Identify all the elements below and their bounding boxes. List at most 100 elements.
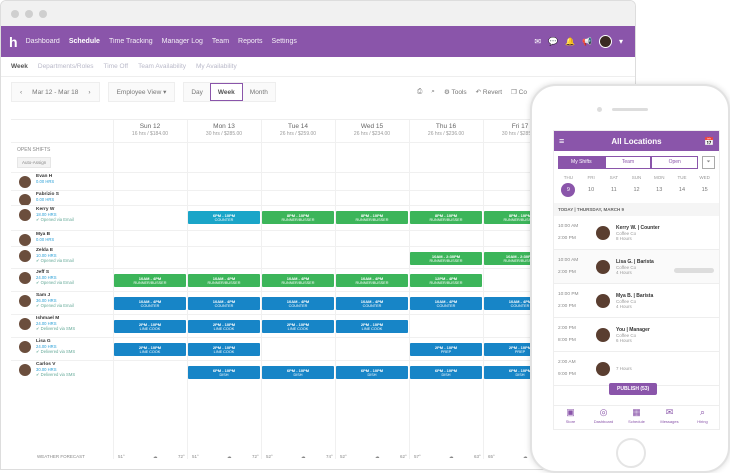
logo[interactable]: h	[9, 33, 18, 50]
auto-assign-button[interactable]: Auto-Assign	[17, 157, 52, 168]
calendar-icon[interactable]: 📅	[704, 136, 714, 146]
shift-block[interactable]: 6PM - 10PM COUNTER	[188, 211, 260, 224]
shift-block[interactable]: 6PM - 10PM DISH	[336, 366, 408, 379]
subnav-departments[interactable]: Departments/Roles	[37, 63, 94, 70]
date-range[interactable]: Mar 12 - Mar 18	[32, 88, 79, 96]
tab-open[interactable]: Open	[651, 156, 699, 169]
day-picker-item[interactable]: TUE 14	[671, 175, 694, 197]
print-icon[interactable]: ⎙	[417, 88, 423, 95]
shift-block[interactable]: 10AM - 4PM COUNTER	[262, 297, 334, 310]
shift-block[interactable]: 6PM - 10PM DISH	[188, 366, 260, 379]
nav-manager-log[interactable]: Manager Log	[161, 38, 203, 45]
shift-list-item[interactable]: 2:00 PM 8:00 PM You | Manager Coffee Co 6 Ho…	[554, 318, 719, 352]
megaphone-icon[interactable]: 📢	[582, 37, 592, 46]
chat-icon[interactable]: 💬	[548, 37, 559, 46]
bottom-tab[interactable]: ✉ Messages	[653, 406, 686, 429]
bell-icon[interactable]: 🔔	[565, 37, 576, 46]
mode-day[interactable]: Day	[191, 88, 203, 96]
shift-block[interactable]: 10AM - 2:30PM RUNNER/BUSSER	[410, 252, 482, 265]
mail-icon[interactable]: ✉	[534, 37, 542, 46]
shift-list-item[interactable]: 2:00 AM 9:00 PM 7 Hours	[554, 352, 719, 386]
shift-role: DISH	[367, 372, 377, 377]
day-picker-item[interactable]: WED 15	[693, 175, 716, 197]
shift-time: 8PM - 10PM	[434, 212, 458, 218]
nav-reports[interactable]: Reports	[238, 38, 263, 45]
shift-block[interactable]: 2PM - 10PM LINE COOK	[188, 320, 260, 333]
top-nav: h Dashboard Schedule Time Tracking Manag…	[1, 26, 635, 57]
user-avatar[interactable]	[598, 35, 612, 48]
shift-block[interactable]: 2PM - 10PM LINE COOK	[188, 343, 260, 356]
shift-list-item[interactable]: 10:00 AM 2:00 PM Kerry W. | Counter Coffee …	[554, 216, 719, 250]
tab-team[interactable]: Team	[604, 156, 652, 169]
shift-block[interactable]: 2PM - 10PM PREP	[410, 343, 482, 356]
tab-my-shifts[interactable]: My Shifts	[558, 156, 605, 169]
employee-name[interactable]: Mya B	[36, 232, 51, 237]
day-picker-item[interactable]: FRI 10	[580, 175, 603, 197]
shift-block[interactable]: 2PM - 10PM LINE COOK	[262, 320, 334, 333]
day-picker-item[interactable]: SAT 11	[602, 175, 625, 197]
shift-block[interactable]: 10AM - 4PM RUNNER/BUSSER	[336, 274, 408, 287]
bottom-tab[interactable]: ◎ Dashboard	[587, 406, 620, 429]
revert-button[interactable]: ↶ Revert	[475, 89, 503, 96]
close-dot[interactable]	[11, 9, 19, 18]
employee-name[interactable]: Zelda E	[36, 248, 54, 253]
shift-block[interactable]: 10AM - 4PM COUNTER	[188, 297, 260, 310]
shift-block[interactable]: 8PM - 10PM RUNNER/BUSSER	[262, 211, 334, 224]
shift-block[interactable]: 2PM - 10PM LINE COOK	[336, 320, 408, 333]
prev-week-button[interactable]: ‹	[20, 88, 23, 96]
day-picker-item[interactable]: THU 9	[557, 175, 580, 197]
employee-name[interactable]: Carlos V	[36, 362, 56, 367]
shift-block[interactable]: 2PM - 10PM LINE COOK	[114, 343, 186, 356]
day-picker-item[interactable]: SUN 12	[625, 175, 648, 197]
nav-time-tracking[interactable]: Time Tracking	[108, 38, 153, 45]
nav-settings[interactable]: Settings	[271, 38, 297, 45]
bottom-tab[interactable]: ▣ Store	[554, 406, 587, 429]
bottom-tab[interactable]: ⌕ Hiring	[686, 406, 719, 429]
nav-team[interactable]: Team	[211, 38, 230, 45]
shift-block[interactable]: 10AM - 4PM COUNTER	[336, 297, 408, 310]
maximize-dot[interactable]	[39, 9, 47, 18]
home-button[interactable]	[616, 438, 646, 468]
shift-block[interactable]: 10AM - 4PM COUNTER	[410, 297, 482, 310]
shift-time: 10AM - 4PM	[360, 298, 384, 304]
shift-block[interactable]: 6PM - 10PM DISH	[410, 366, 482, 379]
nav-dashboard[interactable]: Dashboard	[25, 38, 60, 45]
shift-block[interactable]: 10AM - 4PM RUNNER/BUSSER	[114, 274, 186, 287]
filter-icon[interactable]: ⏷	[702, 156, 716, 169]
shift-list-item[interactable]: 10:00 AM 2:00 PM Lisa G. | Barista Coffee C…	[554, 250, 719, 284]
subnav-time-off[interactable]: Time Off	[103, 63, 129, 70]
employee-name[interactable]: Fabrizio S	[36, 192, 59, 197]
publish-button[interactable]: PUBLISH (53)	[609, 383, 658, 395]
next-week-button[interactable]: ›	[88, 88, 91, 96]
employee-name[interactable]: Sam J	[36, 293, 51, 298]
shift-block[interactable]: 8PM - 10PM RUNNER/BUSSER	[336, 211, 408, 224]
search-icon[interactable]: ⌕	[431, 88, 435, 95]
day-picker-item[interactable]: MON 13	[648, 175, 671, 197]
mode-week[interactable]: Week	[209, 83, 243, 101]
employee-name[interactable]: Evan H	[36, 174, 53, 179]
subnav-my-availability[interactable]: My Availability	[196, 63, 237, 70]
mode-month[interactable]: Month	[249, 88, 268, 96]
copy-button[interactable]: ❐ Co	[511, 89, 527, 96]
view-select[interactable]: Employee View ▾	[107, 82, 176, 102]
subnav-team-availability[interactable]: Team Availability	[138, 63, 187, 70]
employee-name[interactable]: Ishmael M	[36, 316, 60, 321]
hamburger-menu-icon[interactable]: ≡	[559, 136, 565, 146]
employee-name[interactable]: Lisa G	[36, 339, 51, 344]
employee-name[interactable]: Kerry W	[36, 207, 55, 212]
shift-block[interactable]: 6PM - 10PM DISH	[262, 366, 334, 379]
shift-block[interactable]: 8PM - 10PM RUNNER/BUSSER	[410, 211, 482, 224]
bottom-tab[interactable]: ▦ Schedule	[620, 406, 653, 429]
tools-button[interactable]: ⚙ Tools	[443, 89, 467, 96]
shift-block[interactable]: 2PM - 10PM LINE COOK	[114, 320, 186, 333]
subnav-week[interactable]: Week	[11, 63, 28, 70]
shift-block[interactable]: 10AM - 4PM COUNTER	[114, 297, 186, 310]
chevron-down-icon[interactable]: ▾	[618, 37, 623, 46]
shift-block[interactable]: 12PM - 4PM RUNNER/BUSSER	[410, 274, 482, 287]
minimize-dot[interactable]	[25, 9, 33, 18]
shift-block[interactable]: 10AM - 4PM RUNNER/BUSSER	[262, 274, 334, 287]
shift-block[interactable]: 10AM - 4PM RUNNER/BUSSER	[188, 274, 260, 287]
employee-name[interactable]: Jeff S	[36, 270, 50, 275]
nav-schedule[interactable]: Schedule	[68, 38, 100, 45]
shift-list-item[interactable]: 10:00 PM 2:00 PM Mya B. | Barista Coffee Co…	[554, 284, 719, 318]
